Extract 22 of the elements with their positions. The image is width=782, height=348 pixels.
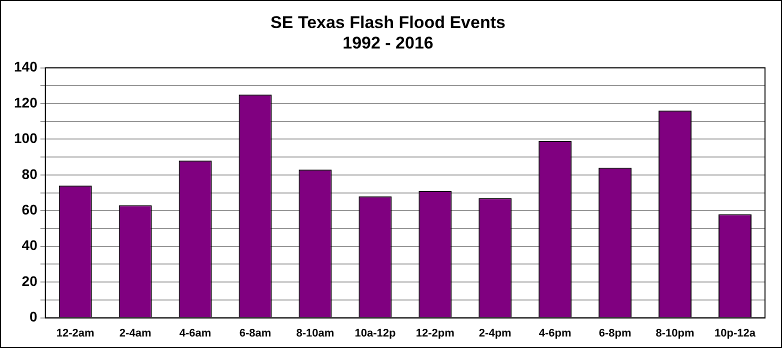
x-tick-label: 4-6am bbox=[179, 327, 212, 340]
y-tick-label: 20 bbox=[22, 272, 38, 289]
x-tick-label: 12-2am bbox=[56, 327, 95, 340]
text: SE Texas Flash Flood Events bbox=[270, 12, 506, 32]
x-tick-label: 10p-12a bbox=[714, 327, 756, 340]
x-tick-label: 4-6pm bbox=[538, 327, 572, 340]
y-tick-label: 60 bbox=[22, 202, 38, 218]
x-tick-label: 6-8pm bbox=[598, 327, 632, 340]
y-tick-label: 40 bbox=[22, 237, 38, 254]
x-tick-label: 2-4am bbox=[119, 327, 152, 340]
x-tick-label: 12-2pm bbox=[416, 327, 455, 340]
x-tick-label: 8-10pm bbox=[656, 327, 695, 340]
y-tick-label: 0 bbox=[30, 308, 38, 325]
x-tick-label: 2-4pm bbox=[478, 327, 512, 340]
y-tick-label: 100 bbox=[14, 130, 38, 146]
text: 1992 - 2016 bbox=[342, 33, 434, 52]
y-tick-label: 140 bbox=[14, 58, 38, 75]
x-tick-label: 6-8am bbox=[239, 327, 272, 340]
x-tick-label: 8-10am bbox=[296, 327, 334, 340]
y-tick-label: 120 bbox=[14, 94, 38, 110]
y-tick-label: 80 bbox=[22, 166, 38, 182]
x-tick-label: 10a-12p bbox=[354, 327, 396, 340]
